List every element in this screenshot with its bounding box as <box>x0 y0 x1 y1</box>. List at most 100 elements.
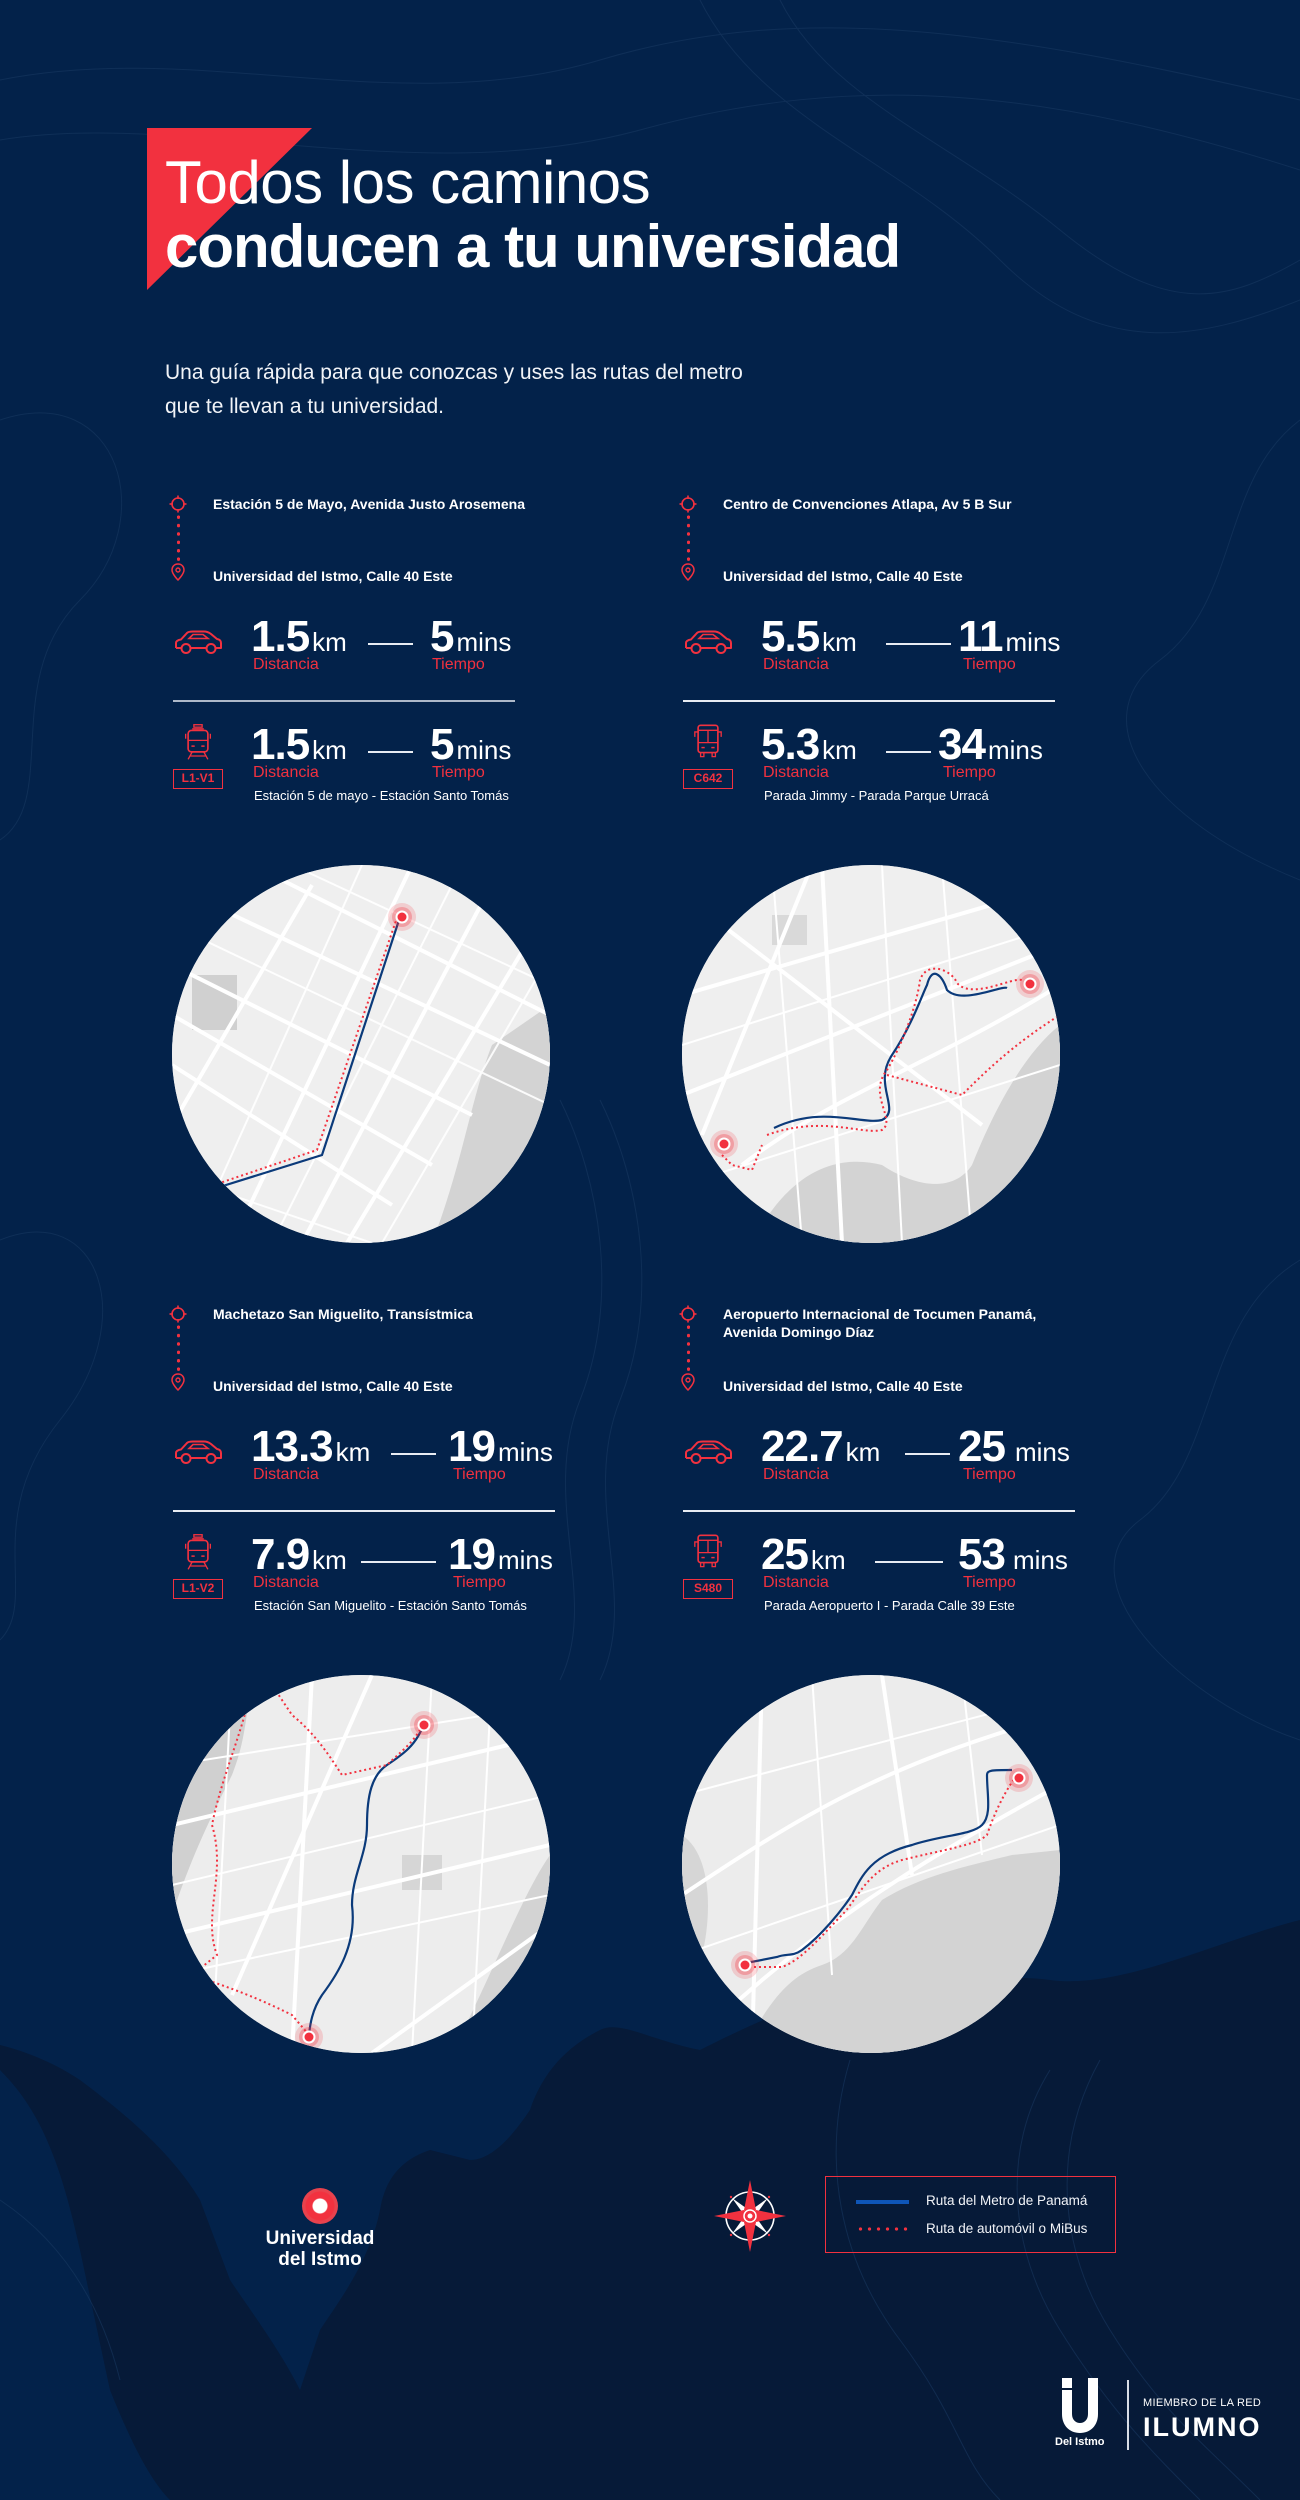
car-stats: 22.7 km Distancia 25 mins Tiempo <box>683 1425 1103 1495</box>
segment-text: Estación 5 de mayo - Estación Santo Tomá… <box>254 788 509 803</box>
metro-stats: L1-V1 1.5 km Distancia 5 mins Tiempo Estac… <box>173 720 533 803</box>
time-label: Tiempo <box>432 656 485 673</box>
origin-label: Centro de Convenciones Atlapa, Av 5 B Su… <box>723 496 1012 512</box>
car-distance: 22.7 km <box>761 1422 881 1471</box>
solid-line-swatch <box>856 2200 909 2204</box>
destination-pin-icon <box>679 563 697 581</box>
car-icon <box>173 629 223 655</box>
stats-dash <box>368 643 413 645</box>
metro-train-icon <box>184 723 212 761</box>
section-separator <box>173 1510 555 1512</box>
bus-stats: S480 25 km Distancia 53 mins Tiempo Parada… <box>683 1530 1103 1613</box>
legend-item-car-bus: Ruta de automóvil o MiBus <box>826 2219 1115 2239</box>
time-label: Tiempo <box>432 764 485 781</box>
line-badge: C642 <box>683 769 733 789</box>
origin-label: Estación 5 de Mayo, Avenida Justo Arosem… <box>213 496 525 512</box>
university-name: Universidad del Istmo <box>265 2228 375 2270</box>
bus-icon <box>694 1533 722 1569</box>
bus-time: 34 mins <box>938 720 1043 769</box>
intro-text: Una guía rápida para que conozcas y uses… <box>165 361 743 418</box>
route-card-atlapa: Centro de Convenciones Atlapa, Av 5 B Su… <box>683 495 1063 815</box>
bus-stats: C642 5.3 km Distancia 34 mins Tiempo Parad… <box>683 720 1063 803</box>
distance-label: Distancia <box>763 1466 829 1483</box>
distance-label: Distancia <box>253 764 319 781</box>
ilumno-wordmark: ILUMNO <box>1143 2412 1262 2442</box>
page-title-line2: conducen a tu universidad <box>165 213 901 280</box>
route-map-5-de-mayo <box>172 865 550 1243</box>
origin-target-icon <box>679 495 697 513</box>
universidad-del-istmo-logo-icon <box>1062 2378 1098 2433</box>
metro-stats: L1-V2 7.9 km Distancia 19 mins Tiempo Esta… <box>173 1530 573 1613</box>
stats-dash <box>886 751 931 753</box>
metro-time: 5 mins <box>430 720 512 769</box>
dotted-line-swatch <box>856 2227 909 2231</box>
metro-time: 19 mins <box>448 1530 553 1579</box>
time-label: Tiempo <box>963 1574 1016 1591</box>
segment-text: Parada Jimmy - Parada Parque Urracá <box>764 788 989 803</box>
car-time: 25 mins <box>958 1422 1070 1471</box>
route-map-tocumen <box>682 1675 1060 2053</box>
metro-train-icon <box>184 1533 212 1571</box>
car-stats: 5.5 km Distancia 11 mins Tiempo <box>683 615 1063 685</box>
compass-rose-icon <box>714 2180 786 2252</box>
university-location-marker <box>302 2188 338 2224</box>
car-icon <box>683 629 733 655</box>
origin-target-icon <box>679 1305 697 1323</box>
car-icon <box>683 1439 733 1465</box>
car-distance: 5.5 km <box>761 612 857 661</box>
origin-target-icon <box>169 495 187 513</box>
section-separator <box>683 1510 1075 1512</box>
route-card-5-de-mayo: Estación 5 de Mayo, Avenida Justo Arosem… <box>173 495 533 815</box>
line-badge: L1-V2 <box>173 1579 223 1599</box>
car-time: 11 mins <box>958 612 1061 661</box>
brand-logo: Del Istmo MIEMBRO DE LA RED ILUMNO <box>1055 2375 1261 2455</box>
section-separator <box>173 700 515 702</box>
destination-label: Universidad del Istmo, Calle 40 Este <box>213 1378 453 1394</box>
stats-dash <box>875 1561 943 1563</box>
distance-label: Distancia <box>763 764 829 781</box>
hero-red-triangle <box>147 128 312 290</box>
section-separator <box>683 700 1055 702</box>
line-badge: L1-V1 <box>173 769 223 789</box>
legend-item-metro: Ruta del Metro de Panamá <box>826 2191 1115 2211</box>
stats-dash <box>368 751 413 753</box>
car-stats: 1.5 km Distancia 5 mins Tiempo <box>173 615 533 685</box>
distance-label: Distancia <box>253 656 319 673</box>
segment-text: Estación San Miguelito - Estación Santo … <box>254 1598 527 1613</box>
origin-label: Aeropuerto Internacional de Tocumen Pana… <box>723 1306 1037 1322</box>
car-icon <box>173 1439 223 1465</box>
distance-label: Distancia <box>763 656 829 673</box>
destination-label: Universidad del Istmo, Calle 40 Este <box>213 568 453 584</box>
time-label: Tiempo <box>453 1574 506 1591</box>
destination-pin-icon <box>679 1373 697 1391</box>
car-distance: 13.3 km <box>251 1422 371 1471</box>
segment-text: Parada Aeropuerto I - Parada Calle 39 Es… <box>764 1598 1015 1613</box>
stats-dash <box>905 1453 950 1455</box>
distance-label: Distancia <box>253 1574 319 1591</box>
bus-time: 53 mins <box>958 1530 1068 1579</box>
car-distance: 1.5 km <box>251 612 347 661</box>
car-stats: 13.3 km Distancia 19 mins Tiempo <box>173 1425 573 1495</box>
route-dotted-connector <box>177 1323 180 1373</box>
metro-distance: 7.9 km <box>251 1530 347 1579</box>
route-map-san-miguelito <box>172 1675 550 2053</box>
time-label: Tiempo <box>963 656 1016 673</box>
logo-divider <box>1127 2380 1129 2450</box>
stats-dash <box>886 643 951 645</box>
route-card-tocumen: Aeropuerto Internacional de Tocumen Pana… <box>683 1305 1103 1625</box>
bus-distance: 5.3 km <box>761 720 857 769</box>
time-label: Tiempo <box>453 1466 506 1483</box>
origin-label: Machetazo San Miguelito, Transístmica <box>213 1306 473 1322</box>
origin-label-line2: Avenida Domingo Díaz <box>723 1324 875 1340</box>
route-map-atlapa <box>682 865 1060 1243</box>
origin-target-icon <box>169 1305 187 1323</box>
stats-dash <box>361 1561 436 1563</box>
destination-label: Universidad del Istmo, Calle 40 Este <box>723 568 963 584</box>
destination-pin-icon <box>169 1373 187 1391</box>
destination-pin-icon <box>169 563 187 581</box>
route-card-san-miguelito: Machetazo San Miguelito, Transístmica Un… <box>173 1305 573 1625</box>
route-dotted-connector <box>687 1323 690 1373</box>
car-time: 19 mins <box>448 1422 553 1471</box>
map-legend: Ruta del Metro de Panamá Ruta de automóv… <box>825 2176 1116 2253</box>
